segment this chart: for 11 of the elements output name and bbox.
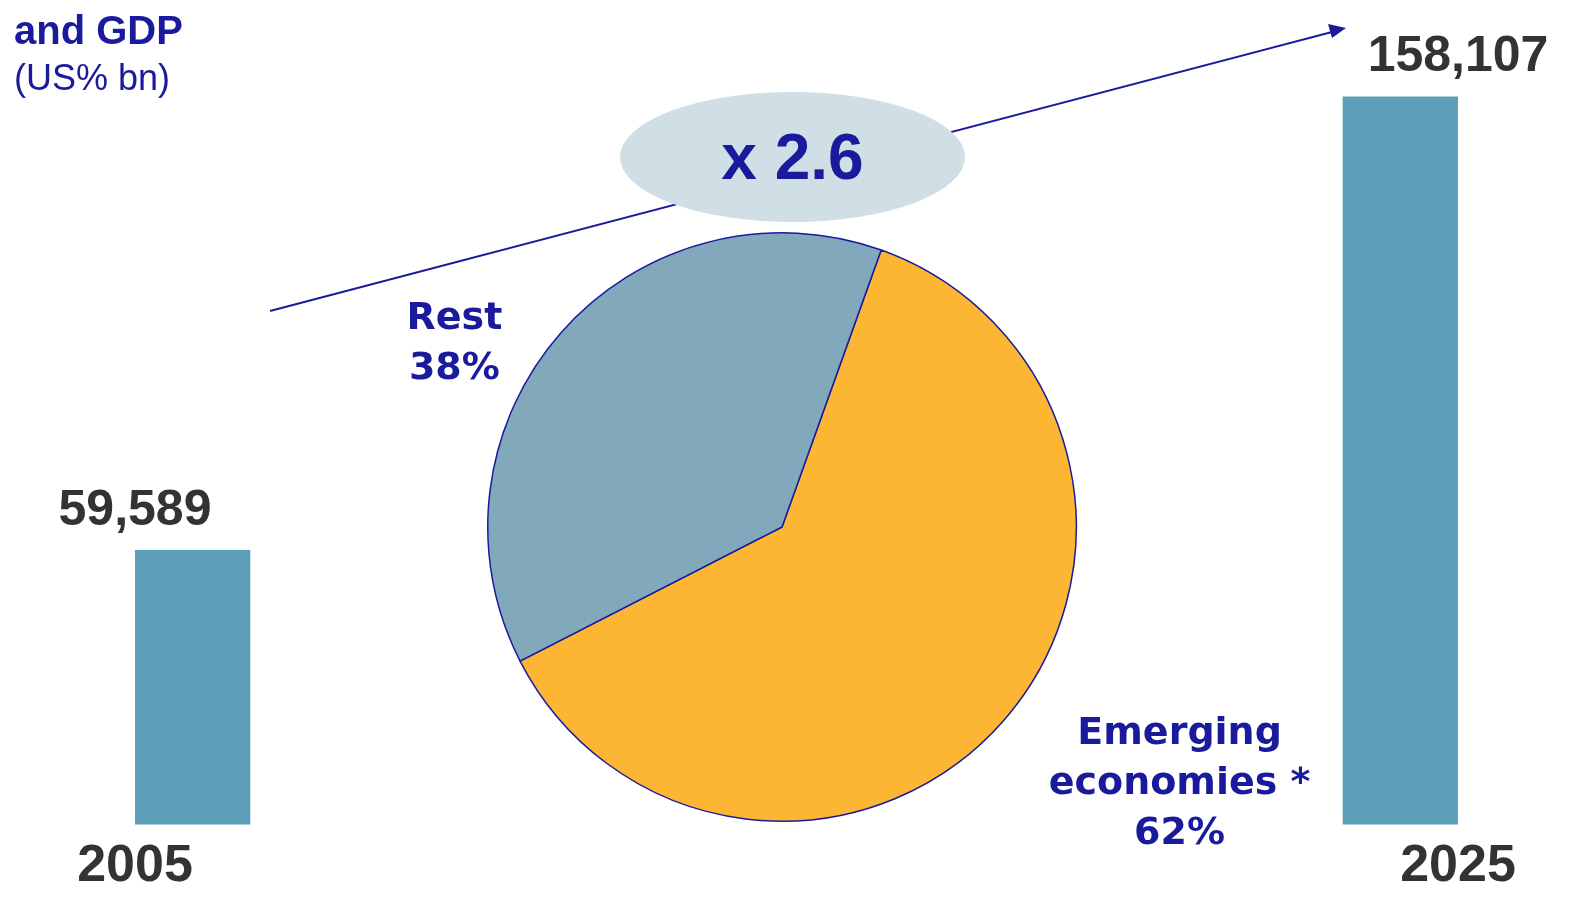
annotation: x 2.6 xyxy=(620,92,965,222)
chart-subtitle: (US% bn) xyxy=(14,57,172,99)
x-tick-label: 2025 xyxy=(1400,834,1516,893)
x-tick-label: 2005 xyxy=(77,834,193,893)
data-label: 62% xyxy=(1134,809,1226,854)
data-label: 158,107 xyxy=(1367,26,1549,83)
data-label: 59,589 xyxy=(58,480,212,537)
chart-title: and GDP xyxy=(14,8,183,53)
slice-label: Rest xyxy=(406,294,503,339)
data-label: 38% xyxy=(408,344,500,389)
slice-label: Emerging economies * xyxy=(1048,709,1311,804)
